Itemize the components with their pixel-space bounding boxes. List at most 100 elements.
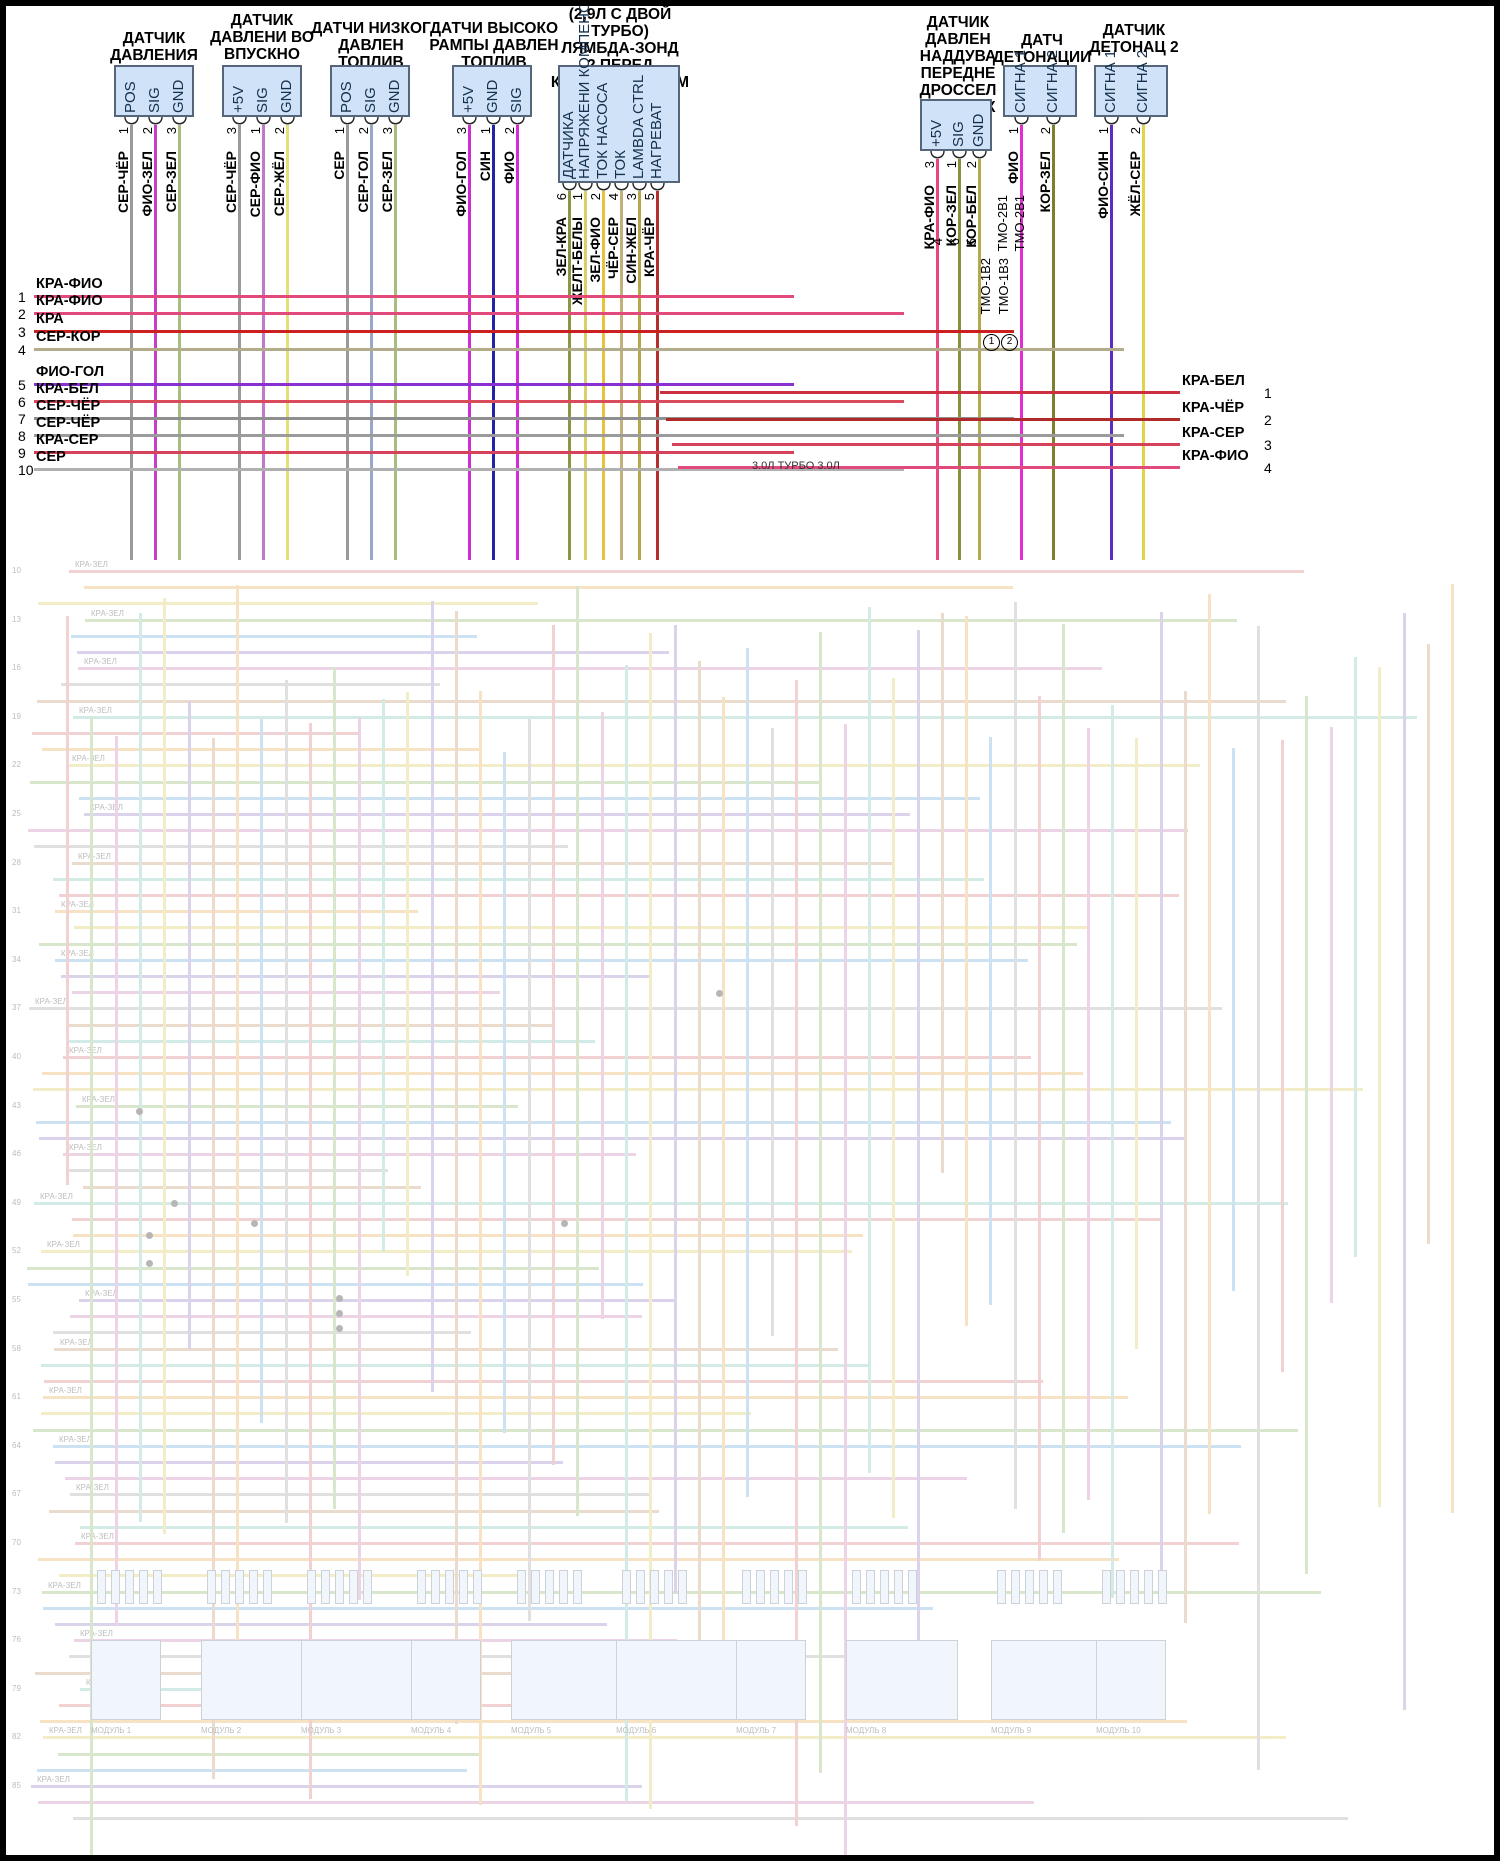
ghost-wire-vertical [722, 697, 725, 1681]
ghost-wire-label: КРА-ЗЕЛ [48, 1581, 81, 1590]
ghost-module-label: МОДУЛЬ 5 [511, 1726, 551, 1735]
ghost-module-pin [263, 1570, 272, 1604]
ghost-module-pin [866, 1570, 875, 1604]
ghost-row-number: 79 [12, 1684, 21, 1693]
ghost-wire-vertical [1427, 644, 1430, 1244]
variant-footnote: 3.0Л ТУРБО 3.0Л [752, 460, 840, 472]
ghost-wire-label: КРА-ЗЕЛ [80, 1629, 113, 1638]
ghost-junction-dot [251, 1220, 258, 1227]
ghost-wire-label: КРА-ЗЕЛ [84, 657, 117, 666]
ghost-junction-dot [146, 1232, 153, 1239]
ghost-wire-horizontal [63, 1056, 1031, 1059]
ghost-wire-horizontal [69, 570, 1304, 573]
ghost-wire-vertical [455, 611, 458, 1724]
ghost-wire-vertical [236, 585, 239, 1703]
bus-wire-horizontal-right [660, 391, 1180, 394]
pin-label: +5V [928, 103, 945, 147]
ghost-wire-horizontal [72, 862, 893, 865]
bus-wire-horizontal [34, 295, 794, 298]
ghost-wire-horizontal [73, 716, 1417, 719]
ghost-wire-vertical [163, 598, 166, 1534]
ghost-row-number: 13 [12, 615, 21, 624]
pin-number: 2 [588, 193, 603, 200]
ghost-wire-horizontal [61, 683, 440, 686]
bus-row-number: 9 [18, 445, 26, 461]
ghost-module-pin [742, 1570, 751, 1604]
pin-number: 1 [248, 127, 263, 134]
ghost-wire-vertical [1184, 691, 1187, 1623]
ghost-module-pin [125, 1570, 134, 1604]
ghost-wire-label: КРА-ЗЕЛ [49, 1386, 82, 1395]
turbo-pin-label: ТМО-2В1 [1012, 195, 1027, 251]
pin-number: 3 [624, 193, 639, 200]
bus-row-number-right: 4 [1264, 460, 1272, 476]
ghost-module-pin [664, 1570, 673, 1604]
bus-wire-horizontal-right [666, 418, 1180, 421]
bus-row-number: 7 [18, 411, 26, 427]
ghost-row-number: 37 [12, 1003, 21, 1012]
wire-vertical [370, 125, 373, 560]
pin-number: 5 [642, 193, 657, 200]
ghost-module-pin [1144, 1570, 1153, 1604]
ghost-row-number: 19 [12, 712, 21, 721]
ghost-wire-vertical [868, 607, 871, 1473]
wire-vertical [154, 125, 157, 560]
wire-color-label: ФИО [1005, 151, 1021, 184]
ghost-wire-vertical [1378, 667, 1381, 1507]
ghost-wire-horizontal [83, 1186, 421, 1189]
bus-row-label: СЕР [36, 449, 66, 465]
ghost-wire-horizontal [33, 1429, 1298, 1432]
ghost-module-pin [784, 1570, 793, 1604]
ghost-wire-horizontal [27, 1267, 599, 1270]
ghost-wire-label: КРА-ЗЕЛ [60, 1338, 93, 1347]
ghost-wire-label: КРА-ЗЕЛ [47, 1240, 80, 1249]
wire-vertical [1142, 125, 1145, 560]
ghost-wire-horizontal [39, 943, 1077, 946]
bus-row-label-right: КРА-СЕР [1182, 425, 1244, 441]
ghost-module-pin [321, 1570, 330, 1604]
ghost-wire-vertical [406, 692, 409, 1276]
marker-circle-1: 1 [983, 334, 1000, 351]
pin-number: 2 [356, 127, 371, 134]
pin-number: 3 [380, 127, 395, 134]
ghost-module-pin [363, 1570, 372, 1604]
ghost-row-number: 28 [12, 858, 21, 867]
pin-number: 2 [964, 161, 979, 168]
ghost-wire-horizontal [84, 586, 1013, 589]
ghost-row-number: 10 [12, 566, 21, 575]
ghost-row-number: 55 [12, 1295, 21, 1304]
ghost-row-number: 82 [12, 1732, 21, 1741]
ghost-module-pin [770, 1570, 779, 1604]
ghost-wire-vertical [649, 633, 652, 1809]
ghost-wire-horizontal [41, 1412, 751, 1415]
ghost-wire-vertical [1305, 696, 1308, 1574]
pin-label: ТОК [612, 69, 629, 179]
ghost-module-pin [1116, 1570, 1125, 1604]
ghost-module-label: МОДУЛЬ 10 [1096, 1726, 1141, 1735]
ghost-wire-label: КРА-ЗЕЛ [40, 1192, 73, 1201]
ghost-module-connector [846, 1640, 958, 1720]
bus-row-label: КРА-ФИО [36, 276, 103, 292]
wire-color-label: ЧЁР-СЕР [605, 217, 621, 279]
ghost-wire-vertical [989, 737, 992, 1305]
pin-label: SIG [254, 69, 271, 113]
ghost-wire-vertical [965, 616, 968, 1326]
ghost-module-pin [417, 1570, 426, 1604]
ghost-wire-vertical [358, 717, 361, 1600]
ghost-wire-vertical [309, 723, 312, 1799]
ghost-module-pin [97, 1570, 106, 1604]
ghost-wire-label: КРА-ЗЕЛ [79, 706, 112, 715]
ghost-module-connector [1096, 1640, 1166, 1720]
ghost-module-pin [111, 1570, 120, 1604]
ghost-module-label: МОДУЛЬ 2 [201, 1726, 241, 1735]
ghost-row-number: 22 [12, 760, 21, 769]
faded-lower-diagram-layer: КРА-ЗЕЛ10КРА-ЗЕЛ13КРА-ЗЕЛ16КРА-ЗЕЛ19КРА-… [6, 560, 1494, 1855]
ghost-module-connector [511, 1640, 623, 1720]
ghost-module-pin [997, 1570, 1006, 1604]
bus-row-label: ФИО-ГОЛ [36, 364, 104, 380]
wire-color-label: ФИО-СИН [1095, 151, 1111, 219]
bus-row-label: СЕР-ЧЁР [36, 415, 100, 431]
ghost-module-pin [880, 1570, 889, 1604]
wire-color-label: ФИО-ГОЛ [453, 151, 469, 217]
ghost-wire-horizontal [78, 667, 1102, 670]
